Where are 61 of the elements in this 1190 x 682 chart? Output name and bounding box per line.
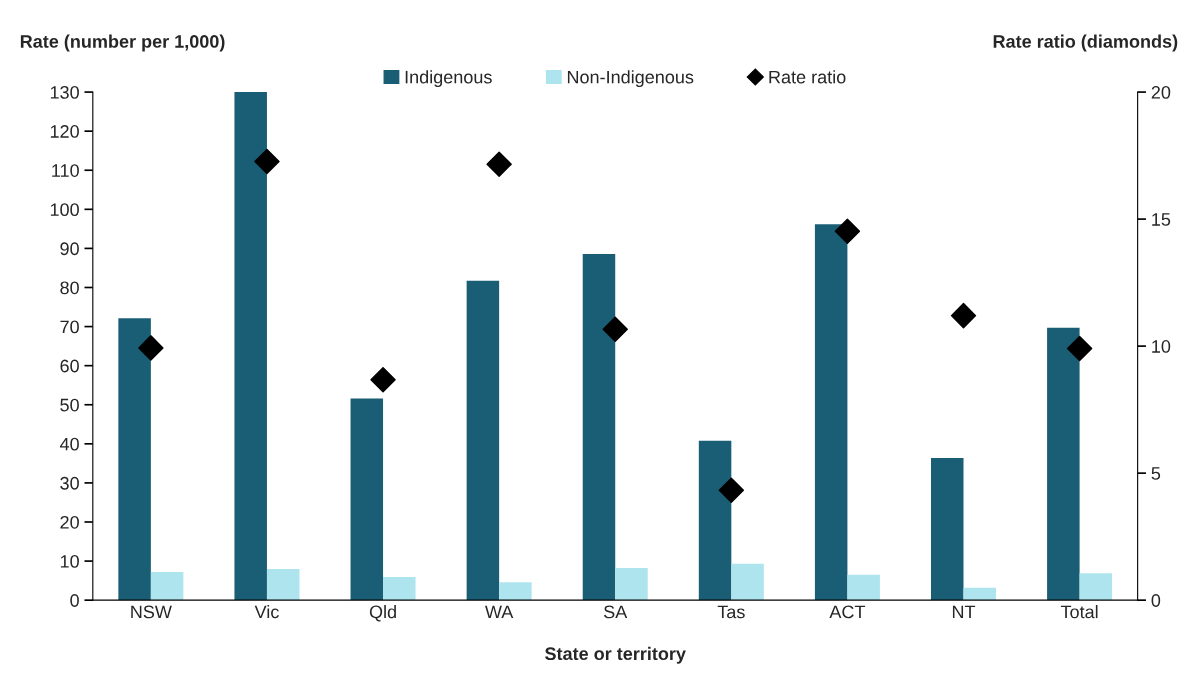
- bar: [582, 253, 616, 601]
- bar: [350, 398, 384, 601]
- x-tick-label: WA: [485, 605, 514, 619]
- bar: [931, 457, 964, 601]
- bar: [466, 280, 500, 601]
- point: [1066, 335, 1093, 362]
- point: [254, 148, 280, 175]
- bar: [731, 563, 764, 601]
- y-tick-label: 110: [52, 164, 79, 177]
- bar: [1079, 573, 1113, 601]
- y2-tick-label: 10: [1152, 340, 1171, 353]
- bar: [963, 587, 997, 601]
- bar: [499, 582, 532, 601]
- x-tick-label: NSW: [131, 605, 172, 619]
- point: [370, 366, 396, 393]
- legend-label: Non-Indigenous: [567, 70, 694, 88]
- bar: [847, 574, 880, 601]
- x-tick-label: SA: [604, 605, 628, 619]
- y-tick-label: 80: [60, 281, 79, 295]
- y-tick-label: 130: [50, 86, 79, 99]
- bar: [814, 224, 848, 601]
- legend-label: Indigenous: [405, 70, 492, 88]
- x-tick-label: Vic: [254, 605, 279, 619]
- x-tick-label: Tas: [717, 605, 745, 619]
- bar: [383, 577, 416, 601]
- y-tick-label: 20: [60, 515, 79, 529]
- y-tick-label: 30: [60, 476, 79, 490]
- y-tick-label: 70: [60, 320, 79, 334]
- y-axis-title: Rate (number per 1,000): [20, 34, 225, 52]
- y-tick-label: 50: [60, 398, 79, 412]
- y2-tick-label: 15: [1152, 213, 1171, 226]
- y-tick-label: 40: [59, 437, 79, 451]
- x-tick-label: ACT: [829, 605, 866, 619]
- x-tick-label: NT: [952, 605, 976, 619]
- point: [138, 335, 164, 361]
- y2-tick-label: 5: [1151, 467, 1161, 480]
- x-tick-label: Qld: [369, 605, 396, 622]
- y-tick-label: 90: [60, 242, 79, 256]
- bar: [118, 318, 151, 601]
- y2-tick-label: 20: [1151, 86, 1171, 99]
- y-tick-label: 120: [50, 125, 79, 138]
- point: [834, 218, 861, 245]
- point: [718, 477, 745, 503]
- point: [486, 151, 512, 177]
- y-tick-label: 60: [60, 359, 79, 373]
- y-tick-label: 0: [70, 594, 79, 607]
- y2-tick-label: 0: [1151, 594, 1161, 607]
- bar: [1047, 327, 1080, 601]
- point: [950, 302, 977, 329]
- x-axis-title: State or territory: [545, 646, 686, 664]
- x-tick-label: Total: [1060, 605, 1098, 619]
- bar: [266, 568, 300, 601]
- point: [602, 316, 628, 343]
- bar: [234, 92, 267, 601]
- legend-label: Rate ratio: [769, 70, 846, 84]
- bar: [698, 440, 732, 601]
- y-tick-label: 100: [50, 203, 79, 217]
- bar: [150, 572, 184, 601]
- bar: [615, 568, 648, 601]
- y-tick-label: 10: [60, 555, 79, 568]
- y2-axis-title: Rate ratio (diamonds): [993, 34, 1178, 52]
